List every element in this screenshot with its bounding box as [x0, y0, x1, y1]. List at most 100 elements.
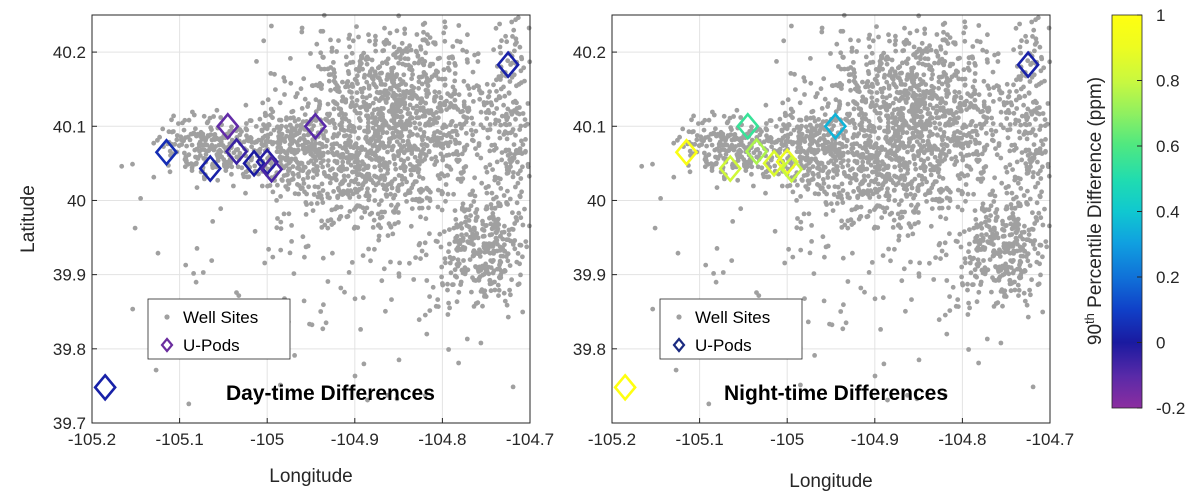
- well-site-point: [471, 242, 476, 247]
- well-site-point: [911, 210, 917, 215]
- well-site-point: [522, 206, 527, 212]
- well-site-point: [155, 250, 161, 256]
- well-site-point: [909, 118, 914, 123]
- well-site-point: [381, 160, 387, 166]
- well-site-point: [417, 154, 423, 160]
- well-site-point: [504, 237, 509, 243]
- well-site-point: [1012, 279, 1017, 285]
- well-site-point: [791, 127, 797, 133]
- well-site-point: [918, 121, 924, 126]
- well-site-point: [312, 184, 318, 190]
- x-tick-label: -104.9: [331, 430, 379, 449]
- well-site-point: [368, 258, 373, 264]
- well-site-point: [820, 185, 825, 191]
- well-site-point: [851, 220, 856, 226]
- well-site-point: [504, 39, 510, 45]
- well-site-point: [501, 229, 507, 235]
- well-site-point: [995, 51, 1001, 57]
- well-site-point: [452, 91, 458, 97]
- well-site-point: [363, 136, 368, 141]
- well-site-point: [967, 254, 973, 260]
- well-site-point: [1032, 48, 1037, 54]
- well-site-point: [305, 243, 311, 249]
- well-site-point: [456, 23, 462, 28]
- well-site-point: [1024, 237, 1029, 243]
- well-site-point: [243, 190, 248, 196]
- well-site-point: [315, 164, 320, 170]
- well-site-point: [881, 361, 887, 367]
- well-site-point: [801, 211, 807, 217]
- well-site-point: [253, 124, 259, 129]
- well-site-point: [1042, 149, 1048, 155]
- well-site-point: [407, 102, 413, 108]
- well-site-point: [1046, 25, 1052, 31]
- well-site-point: [470, 132, 475, 138]
- well-site-point: [485, 127, 490, 133]
- well-site-point: [419, 248, 425, 254]
- well-site-point: [851, 189, 856, 194]
- well-site-point: [802, 92, 807, 97]
- well-site-point: [925, 106, 930, 112]
- well-site-point: [499, 150, 505, 156]
- well-site-point: [441, 123, 447, 129]
- well-site-point: [202, 176, 207, 182]
- well-site-point: [287, 178, 292, 184]
- well-site-point: [1041, 65, 1047, 71]
- well-site-point: [881, 75, 887, 80]
- well-site-point: [1006, 184, 1011, 189]
- well-site-point: [499, 38, 504, 44]
- well-site-point: [972, 71, 978, 76]
- well-site-point: [818, 122, 824, 128]
- well-site-point: [851, 60, 856, 65]
- u-pod-diamond: [259, 155, 284, 184]
- well-site-point: [1040, 309, 1046, 315]
- well-site-point: [219, 154, 225, 160]
- well-site-point: [901, 106, 906, 111]
- well-site-point: [290, 176, 296, 182]
- well-site-point: [489, 232, 495, 237]
- well-site-point: [338, 168, 344, 174]
- well-site-point: [483, 165, 489, 170]
- well-site-point: [484, 249, 490, 254]
- well-site-point: [509, 74, 515, 80]
- well-site-point: [394, 396, 400, 402]
- well-site-point: [488, 244, 494, 249]
- well-site-point: [394, 139, 400, 145]
- well-site-point: [413, 144, 418, 150]
- well-site-point: [845, 279, 851, 284]
- well-site-point: [730, 219, 736, 224]
- well-site-point: [866, 124, 872, 130]
- well-site-point: [895, 223, 901, 228]
- well-site-point: [325, 66, 331, 72]
- well-site-point: [203, 152, 209, 157]
- well-site-point: [332, 172, 337, 177]
- well-site-point: [359, 159, 365, 165]
- well-site-point: [959, 274, 964, 280]
- well-site-point: [391, 77, 397, 83]
- well-site-point: [902, 41, 908, 47]
- well-site-point: [991, 199, 997, 204]
- well-site-point: [938, 256, 943, 261]
- well-site-point: [892, 187, 897, 193]
- well-site-point: [266, 246, 271, 252]
- well-site-point: [311, 192, 317, 197]
- well-site-point: [893, 138, 899, 144]
- well-site-point: [812, 191, 818, 197]
- well-site-point: [419, 158, 425, 164]
- well-site-point: [822, 254, 827, 260]
- well-site-point: [420, 150, 426, 156]
- well-site-point: [814, 149, 820, 155]
- well-site-point: [875, 145, 881, 151]
- well-site-point: [940, 37, 946, 43]
- well-site-point: [1026, 232, 1032, 238]
- well-site-point: [373, 138, 379, 144]
- well-site-point: [364, 79, 370, 85]
- well-site-point: [406, 134, 412, 139]
- well-site-point: [858, 204, 864, 210]
- well-site-point: [878, 61, 883, 67]
- well-site-point: [299, 106, 305, 111]
- well-site-point: [976, 360, 981, 366]
- well-site-point: [304, 140, 309, 146]
- well-site-point: [445, 91, 450, 97]
- well-site-point: [1005, 127, 1010, 133]
